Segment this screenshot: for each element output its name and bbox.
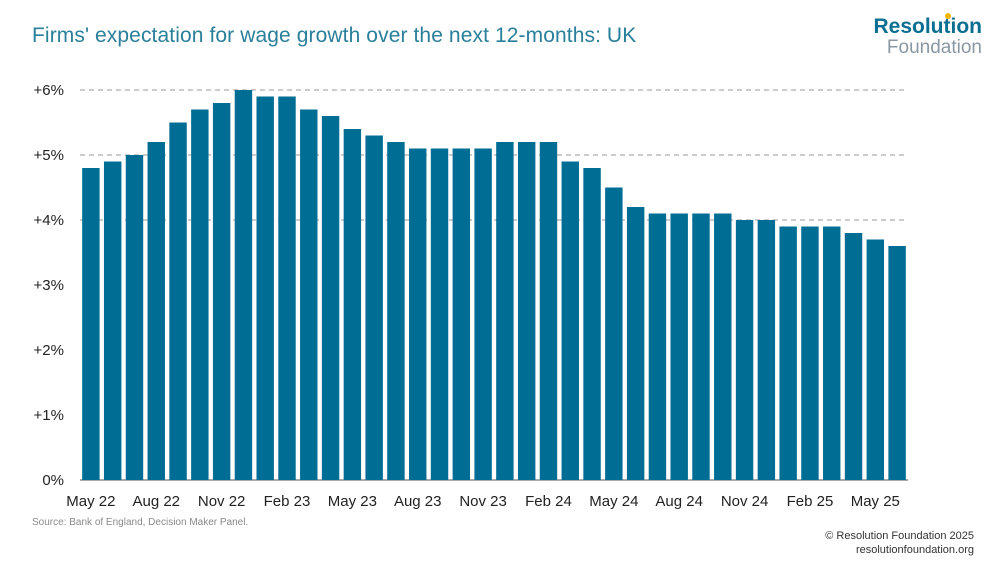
bar-nov-22 xyxy=(212,103,231,480)
bar-dec-23 xyxy=(496,142,514,480)
bar-oct-23 xyxy=(452,148,471,480)
bar-oct-22 xyxy=(191,109,209,480)
y-tick-label: +3% xyxy=(34,277,64,294)
bar-sep-22 xyxy=(169,122,187,480)
bar-apr-25 xyxy=(844,233,863,480)
bar-feb-23 xyxy=(278,96,296,480)
y-tick-label: +5% xyxy=(34,147,64,164)
chart-title: Firms' expectation for wage growth over … xyxy=(32,24,637,47)
bar-aug-24 xyxy=(670,213,688,480)
bar-jun-22 xyxy=(103,161,122,480)
bar-jul-23 xyxy=(387,142,405,480)
bar-sep-24 xyxy=(692,213,710,480)
bar-mar-25 xyxy=(823,226,841,480)
bar-jan-24 xyxy=(517,142,536,480)
y-tick-label: +1% xyxy=(34,407,64,424)
bar-jan-25 xyxy=(779,226,797,480)
x-tick-label: May 22 xyxy=(66,493,115,510)
bar-mar-24 xyxy=(561,161,579,480)
source-note: Source: Bank of England, Decision Maker … xyxy=(32,517,249,528)
website-text: resolutionfoundation.org xyxy=(855,544,974,557)
x-tick-label: May 23 xyxy=(328,493,377,510)
y-axis-tick-labels: 0% +1% +2% +3% +4% +5% +6% xyxy=(34,82,64,489)
y-tick-label: +2% xyxy=(34,342,64,359)
bar-jan-23 xyxy=(256,96,274,480)
bar-aug-23 xyxy=(409,148,427,480)
bar-may-23 xyxy=(343,129,362,480)
bar-dec-22 xyxy=(234,90,253,480)
bar-oct-24 xyxy=(714,213,732,480)
x-tick-label: Nov 24 xyxy=(721,493,769,510)
bar-jul-24 xyxy=(648,213,667,480)
bar-apr-24 xyxy=(583,168,601,480)
bar-may-24 xyxy=(605,187,623,480)
x-tick-label: Feb 25 xyxy=(787,493,834,510)
copyright-text: © Resolution Foundation 2025 xyxy=(825,530,974,542)
x-tick-label: Nov 23 xyxy=(459,493,507,510)
resolution-foundation-logo: Resolution Foundation xyxy=(873,13,983,58)
bar-sep-23 xyxy=(430,148,449,480)
bar-jul-22 xyxy=(125,155,144,480)
bar-may-25 xyxy=(866,239,885,480)
y-tick-label: 0% xyxy=(42,472,64,489)
logo-line-1: Resolution xyxy=(873,15,983,38)
x-tick-label: Aug 23 xyxy=(394,493,442,510)
bar-nov-24 xyxy=(735,220,754,480)
bar-apr-23 xyxy=(321,116,340,480)
x-tick-label: Aug 22 xyxy=(132,493,180,510)
y-tick-label: +4% xyxy=(34,212,64,229)
bars xyxy=(82,90,906,480)
bar-jun-23 xyxy=(365,135,383,480)
bar-dec-24 xyxy=(757,220,776,480)
bar-mar-23 xyxy=(300,109,318,480)
x-tick-label: Aug 24 xyxy=(655,493,703,510)
logo-line-2: Foundation xyxy=(886,37,982,58)
x-tick-label: May 24 xyxy=(589,493,638,510)
x-tick-label: May 25 xyxy=(851,493,900,510)
logo-dot-icon xyxy=(945,13,951,19)
x-tick-label: Nov 22 xyxy=(198,493,246,510)
x-tick-label: Feb 23 xyxy=(264,493,311,510)
bar-feb-24 xyxy=(539,142,558,480)
credit-block: © Resolution Foundation 2025 resolutionf… xyxy=(825,529,974,558)
x-axis-tick-labels: May 22 Aug 22 Nov 22 Feb 23 May 23 Aug 23 Nov … xyxy=(66,493,900,510)
bar-feb-25 xyxy=(801,226,819,480)
bar-aug-22 xyxy=(147,142,165,480)
y-tick-label: +6% xyxy=(34,82,64,99)
x-tick-label: Feb 24 xyxy=(525,493,572,510)
bar-may-22 xyxy=(82,168,100,480)
bar-jun-24 xyxy=(626,207,645,480)
bar-nov-23 xyxy=(474,148,492,480)
bar-jun-25 xyxy=(888,246,906,480)
